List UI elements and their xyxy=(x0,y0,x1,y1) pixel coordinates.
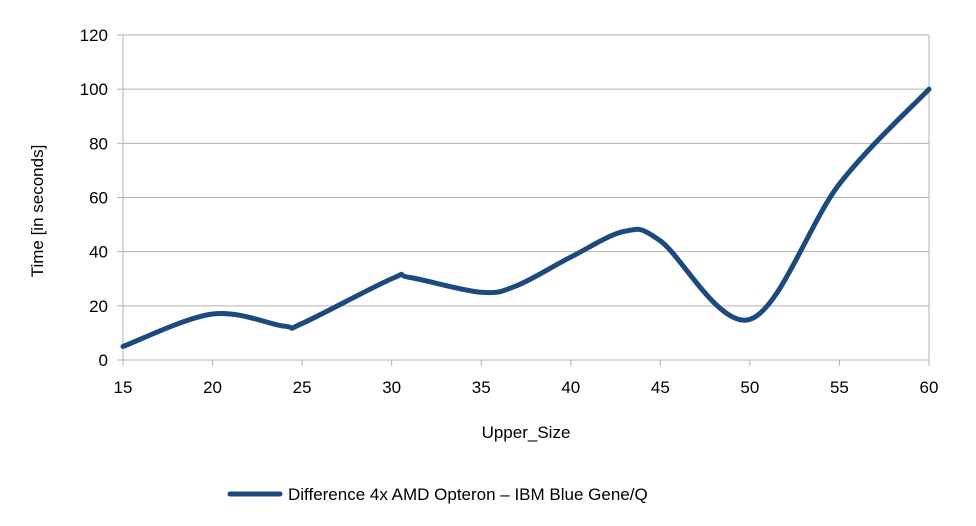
y-tick-label-60: 60 xyxy=(89,189,108,208)
y-tick-label-80: 80 xyxy=(89,134,108,153)
x-tick-label-40: 40 xyxy=(561,378,580,397)
x-tick-label-35: 35 xyxy=(472,378,491,397)
x-tick-label-30: 30 xyxy=(382,378,401,397)
x-tick-label-50: 50 xyxy=(740,378,759,397)
x-tick-label-15: 15 xyxy=(114,378,133,397)
x-tick-label-45: 45 xyxy=(651,378,670,397)
x-tick-label-55: 55 xyxy=(830,378,849,397)
y-axis-title: Time [in seconds] xyxy=(28,145,47,278)
y-tick-label-40: 40 xyxy=(89,243,108,262)
grid-lines xyxy=(123,34,930,360)
y-tick-label-20: 20 xyxy=(89,297,108,316)
x-axis-title: Upper_Size xyxy=(482,423,571,442)
legend-label: Difference 4x AMD Opteron – IBM Blue Gen… xyxy=(288,485,648,504)
axes xyxy=(117,34,930,366)
x-tick-label-20: 20 xyxy=(203,378,222,397)
y-tick-label-100: 100 xyxy=(80,80,108,99)
y-tick-label-120: 120 xyxy=(80,26,108,45)
y-tick-labels: 0 20 40 60 80 100 120 xyxy=(80,26,108,370)
y-tick-label-0: 0 xyxy=(99,351,108,370)
x-tick-label-25: 25 xyxy=(293,378,312,397)
x-tick-label-60: 60 xyxy=(920,378,939,397)
series-line-0 xyxy=(120,86,932,349)
x-tick-labels: 15 20 25 30 35 40 45 50 55 60 xyxy=(114,378,939,397)
legend: Difference 4x AMD Opteron – IBM Blue Gen… xyxy=(227,485,648,504)
series-lines xyxy=(120,86,932,349)
